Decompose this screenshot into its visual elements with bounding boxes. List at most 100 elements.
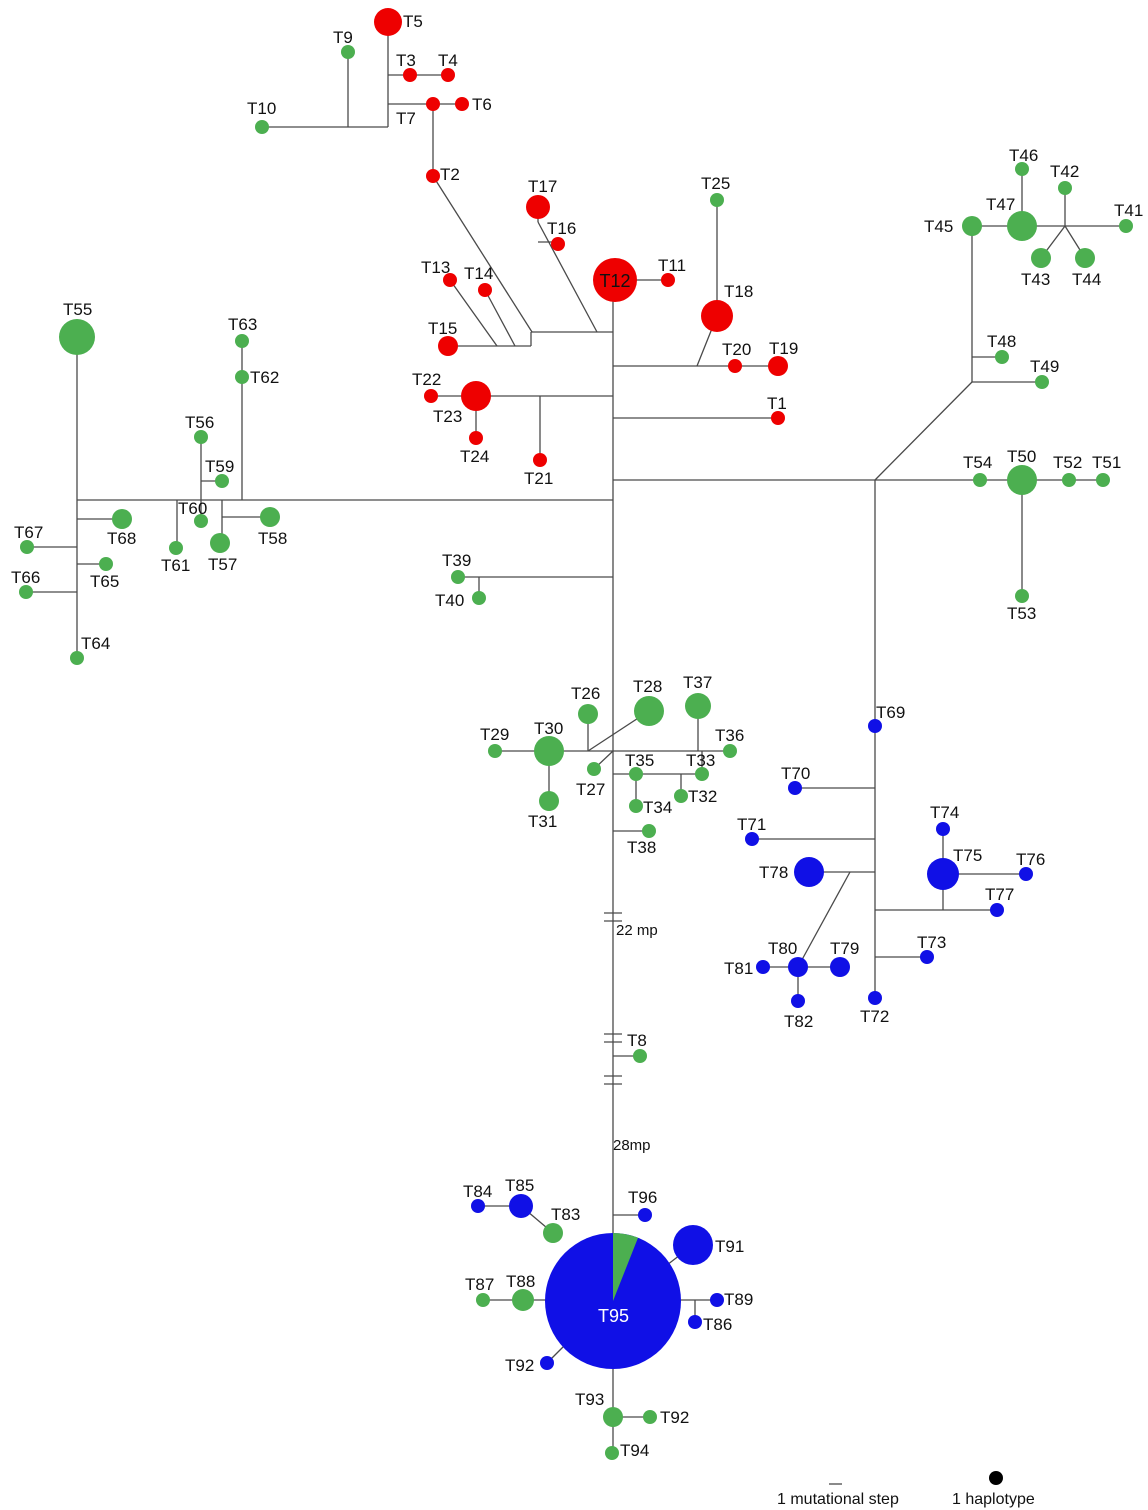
haplotype-node-t88 <box>512 1289 534 1311</box>
haplotype-label-t89: T89 <box>724 1290 753 1309</box>
haplotype-label-t28: T28 <box>633 677 662 696</box>
haplotype-node-t19 <box>768 356 788 376</box>
haplotype-node-t92 <box>643 1410 657 1424</box>
haplotype-label-t5: T5 <box>403 12 423 31</box>
haplotype-node-t7 <box>426 97 440 111</box>
haplotype-label-t21: T21 <box>524 469 553 488</box>
haplotype-node-t8 <box>633 1049 647 1063</box>
haplotype-label-t38: T38 <box>627 838 656 857</box>
haplotype-node-t96 <box>638 1208 652 1222</box>
haplotype-label-t36: T36 <box>715 726 744 745</box>
haplotype-label-t16: T16 <box>547 219 576 238</box>
haplotype-node-t46 <box>1015 162 1029 176</box>
haplotype-node-t11 <box>661 273 675 287</box>
haplotype-label-t10: T10 <box>247 99 276 118</box>
haplotype-node-t47 <box>1007 211 1037 241</box>
haplotype-node-t66 <box>19 585 33 599</box>
haplotype-node-t28 <box>634 696 664 726</box>
haplotype-label-t19: T19 <box>769 339 798 358</box>
haplotype-label-t70: T70 <box>781 764 810 783</box>
haplotype-label-t3: T3 <box>396 51 416 70</box>
haplotype-label-t13: T13 <box>421 258 450 277</box>
haplotype-node-t31 <box>539 791 559 811</box>
haplotype-node-t41 <box>1119 219 1133 233</box>
legend-haplotype-dot <box>989 1471 1003 1485</box>
haplotype-label-t22: T22 <box>412 370 441 389</box>
haplotype-node-t26 <box>578 704 598 724</box>
haplotype-label-t11: T11 <box>658 256 686 275</box>
haplotype-label-t57: T57 <box>208 555 237 574</box>
haplotype-node-t58 <box>260 507 280 527</box>
haplotype-label-t87: T87 <box>465 1275 494 1294</box>
haplotype-node-t64 <box>70 651 84 665</box>
haplotype-node-t59 <box>215 474 229 488</box>
haplotype-node-t54 <box>973 473 987 487</box>
haplotype-node-t48 <box>995 350 1009 364</box>
haplotype-label-t60: T60 <box>178 499 207 518</box>
haplotype-label-t59: T59 <box>205 457 234 476</box>
haplotype-label-t12: T12 <box>599 271 630 291</box>
haplotype-label-t53: T53 <box>1007 604 1036 623</box>
haplotype-label-t55: T55 <box>63 300 92 319</box>
haplotype-labels: T1 T2 T3 T4 T5 T6 T7 T8 T9 T10 T11 T12 T13 T14 T15 T16 T… <box>11 12 1143 1460</box>
haplotype-label-t65: T65 <box>90 572 119 591</box>
haplotype-node-t57 <box>210 533 230 553</box>
haplotype-node-t34 <box>629 799 643 813</box>
haplotype-label-t48: T48 <box>987 332 1016 351</box>
haplotype-node-t52 <box>1062 473 1076 487</box>
haplotype-node-t3 <box>403 68 417 82</box>
haplotype-label-t29: T29 <box>480 725 509 744</box>
haplotype-label-t61: T61 <box>161 556 190 575</box>
haplotype-label-t31: T31 <box>528 812 557 831</box>
haplotype-node-t21 <box>533 453 547 467</box>
haplotype-node-t76 <box>1019 867 1033 881</box>
network-edge <box>537 221 598 333</box>
haplotype-node-t42 <box>1058 181 1072 195</box>
haplotype-node-t38 <box>642 824 656 838</box>
haplotype-node-t71 <box>745 832 759 846</box>
haplotype-node-t53 <box>1015 589 1029 603</box>
haplotype-label-t52: T52 <box>1053 453 1082 472</box>
haplotype-node-t35 <box>629 767 643 781</box>
haplotype-label-t8: T8 <box>627 1031 647 1050</box>
network-edge <box>449 279 498 347</box>
haplotype-label-t33: T33 <box>686 751 715 770</box>
haplotype-label-t64: T64 <box>81 634 110 653</box>
haplotype-node-t89 <box>710 1293 724 1307</box>
haplotype-node-t65 <box>99 557 113 571</box>
haplotype-label-t74: T74 <box>930 803 959 822</box>
haplotype-label-t15: T15 <box>428 319 457 338</box>
haplotype-node-t62 <box>235 370 249 384</box>
haplotype-label-t78: T78 <box>759 863 788 882</box>
haplotype-node-t5 <box>374 8 402 36</box>
network-edge <box>432 175 533 333</box>
haplotype-node-t40 <box>472 591 486 605</box>
haplotype-node-t80 <box>788 957 808 977</box>
haplotype-label-t44: T44 <box>1072 270 1101 289</box>
haplotype-node-t70 <box>788 781 802 795</box>
haplotype-label-t4: T4 <box>438 51 458 70</box>
haplotype-label-t50: T50 <box>1007 447 1036 466</box>
haplotype-label-t9: T9 <box>333 28 353 47</box>
haplotype-node-t27 <box>587 762 601 776</box>
haplotype-node-t86 <box>688 1315 702 1329</box>
haplotype-node-t36 <box>723 744 737 758</box>
haplotype-node-t63 <box>235 334 249 348</box>
haplotype-label-t80: T80 <box>768 939 797 958</box>
haplotype-label-t39: T39 <box>442 551 471 570</box>
haplotype-node-t75 <box>927 858 959 890</box>
haplotype-label-t62: T62 <box>250 368 279 387</box>
haplotype-label-t23: T23 <box>433 407 462 426</box>
haplotype-label-t95: T95 <box>598 1306 629 1326</box>
haplotype-node-t9 <box>341 45 355 59</box>
network-edge <box>484 289 516 347</box>
haplotype-label-t85: T85 <box>505 1176 534 1195</box>
haplotype-node-t15 <box>438 336 458 356</box>
haplotype-node-t61 <box>169 541 183 555</box>
haplotype-node-t81 <box>756 960 770 974</box>
haplotype-label-t73: T73 <box>917 933 946 952</box>
haplotype-node-t56 <box>194 430 208 444</box>
haplotype-label-t88: T88 <box>506 1272 535 1291</box>
haplotype-node-t92 <box>540 1356 554 1370</box>
haplotype-node-t85 <box>509 1194 533 1218</box>
